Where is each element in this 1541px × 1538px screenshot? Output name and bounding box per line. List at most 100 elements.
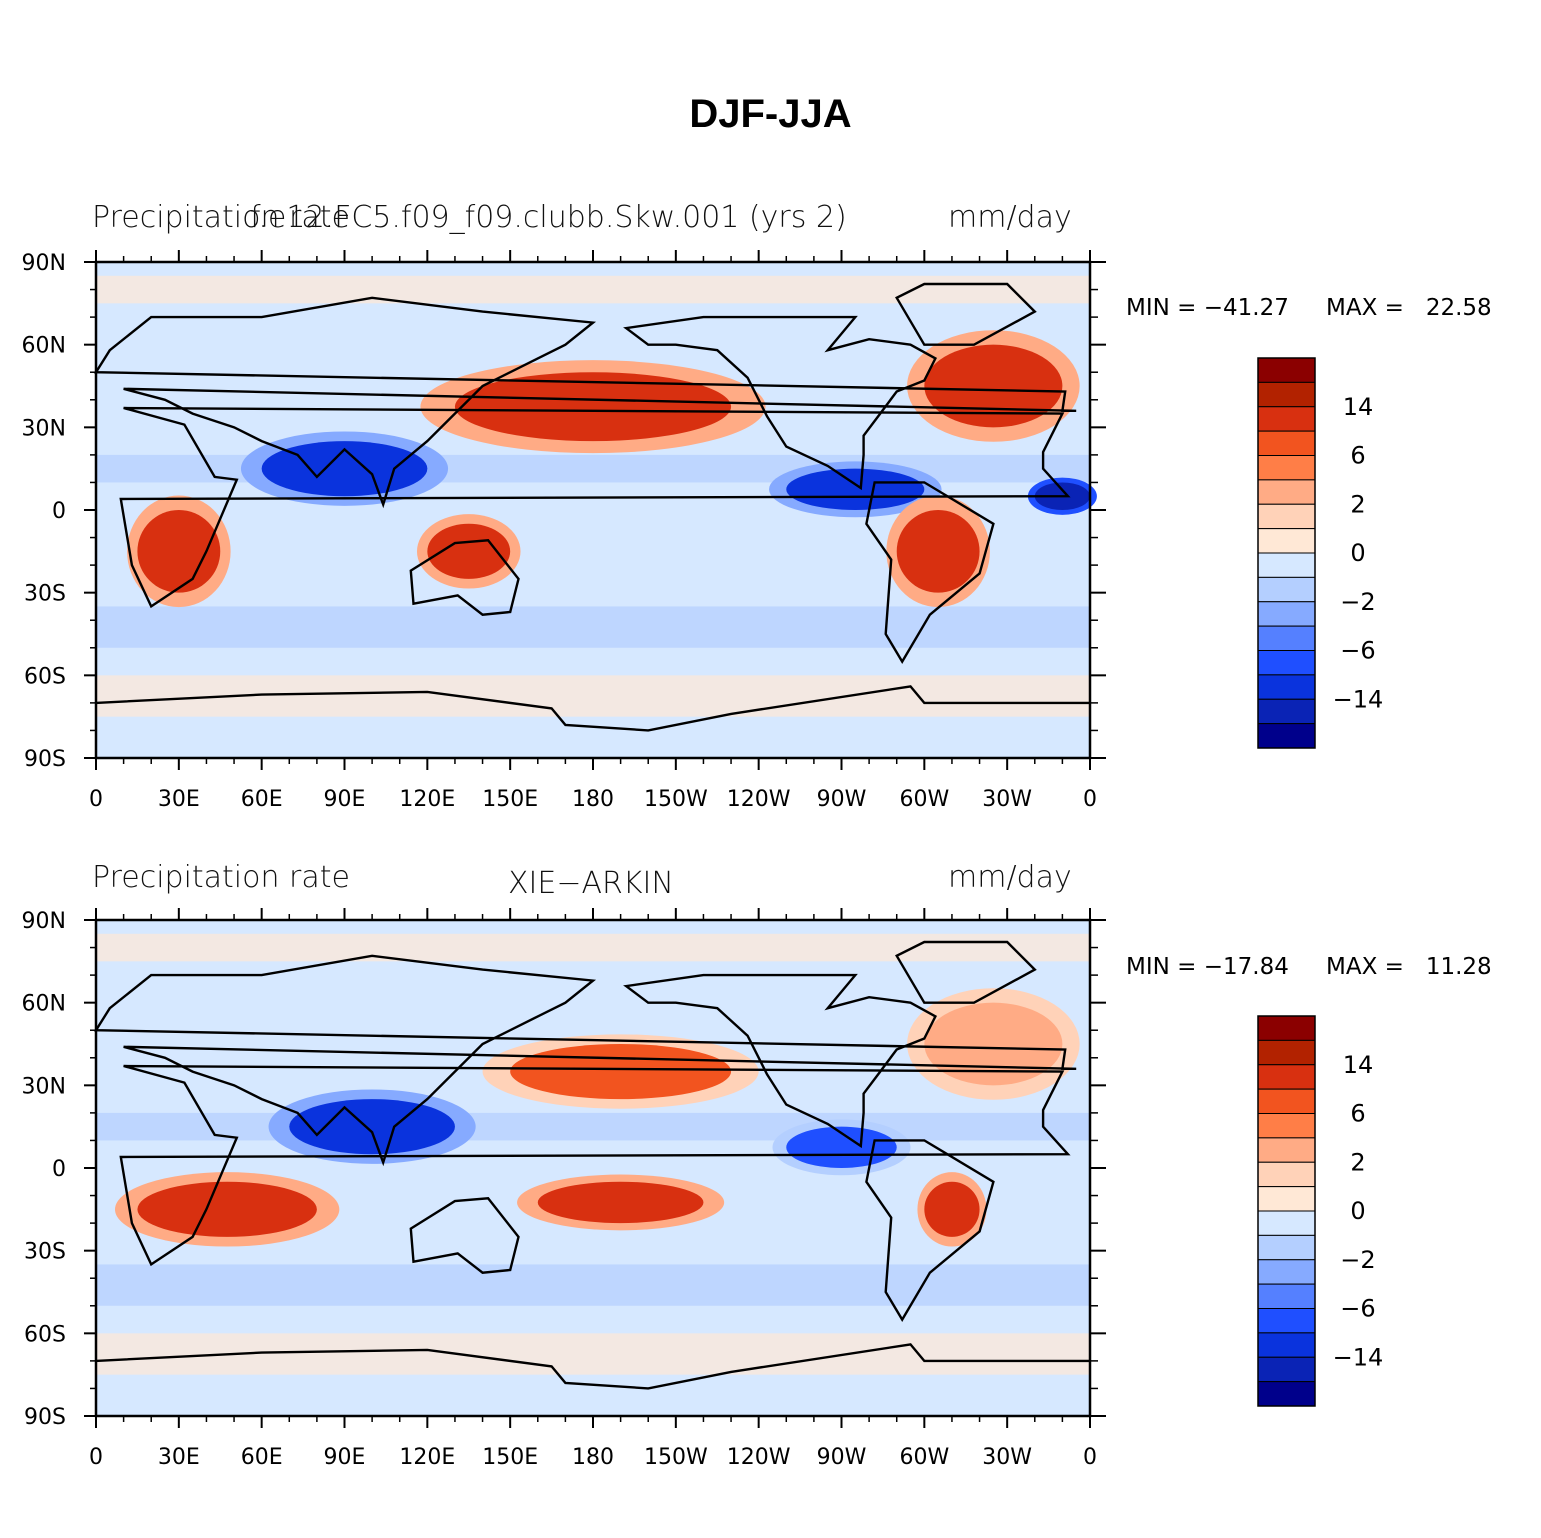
field-region [924, 1002, 1063, 1086]
obs-panel: Precipitation rate XIE−ARKIN mm/day 0 30E… [0, 850, 1541, 1500]
field-region [510, 1044, 732, 1100]
colorbar-segment [1257, 576, 1316, 603]
panel-2-units: mm/day [948, 860, 1072, 895]
colorbar-segment [1257, 674, 1316, 700]
colorbar-frame [1257, 1015, 1316, 1407]
x-tick-label: 180 [572, 787, 614, 812]
colorbar-segment [1257, 1210, 1316, 1236]
field-band [96, 1333, 1090, 1375]
colorbar-segment [1257, 1259, 1316, 1285]
coastline [895, 940, 1037, 1004]
coastline [865, 481, 995, 664]
colorbar-segment [1257, 357, 1316, 383]
x-tick-label: 90W [817, 787, 867, 812]
colorbar-label: 2 [1350, 490, 1365, 518]
panel-2-min-label: MIN = −17.84 [1126, 954, 1289, 980]
panel-2-max-label: MAX = 11.28 [1326, 954, 1492, 980]
x-tick-label: 60W [899, 787, 949, 812]
coastline [865, 1139, 995, 1322]
colorbar-segment [1257, 1283, 1316, 1309]
panel-2-left-title: Precipitation rate [92, 860, 350, 895]
y-tick-label: 30S [24, 582, 66, 607]
figure-title: DJF-JJA [689, 92, 852, 136]
coastline [119, 1064, 1071, 1267]
x-tick-label: 120E [399, 1445, 455, 1470]
field-region [924, 1181, 980, 1237]
coastline [409, 1197, 520, 1274]
colorbar-segment [1257, 1234, 1316, 1261]
x-tick-label: 150E [482, 1445, 538, 1470]
field-region [896, 510, 980, 593]
colorbar-segment [1257, 381, 1316, 408]
colorbar-label: 14 [1343, 393, 1374, 421]
colorbar-segment [1257, 455, 1316, 481]
colorbar-segment [1257, 698, 1316, 725]
field-band [96, 1264, 1090, 1306]
colorbar-label: −2 [1340, 1246, 1375, 1274]
x-tick-label: 120W [727, 787, 791, 812]
coastline [409, 539, 520, 616]
map-plot-2: 0 30E 60E 90E 120E 150E 180 150W 120W 90W 60W 30W 09… [22, 908, 1383, 1470]
y-tick-label: 60S [24, 664, 66, 689]
coastline [623, 973, 937, 1149]
x-tick-label: 0 [1083, 1445, 1097, 1470]
field-band [96, 675, 1090, 717]
y-tick-label: 60S [24, 1322, 66, 1347]
y-tick-label: 90N [22, 909, 66, 934]
colorbar-segment [1257, 1015, 1316, 1041]
x-tick-label: 150W [644, 787, 708, 812]
colorbar-segment [1257, 1186, 1316, 1212]
y-tick-label: 30N [22, 1074, 66, 1099]
y-tick-label: 90S [24, 747, 66, 772]
x-tick-label: 60E [241, 787, 283, 812]
field-region [454, 372, 732, 442]
field-band [96, 606, 1090, 648]
colorbar-label: 6 [1350, 1100, 1365, 1128]
colorbar-segment [1257, 1381, 1316, 1407]
colorbar-label: 0 [1350, 1197, 1365, 1225]
x-tick-label: 0 [89, 787, 103, 812]
y-tick-label: 30N [22, 416, 66, 441]
x-tick-label: 180 [572, 1445, 614, 1470]
field-region [537, 1181, 704, 1224]
map-plot-1: 0 30E 60E 90E 120E 150E 180 150W 120W 90W 60W 30W 09… [22, 250, 1383, 812]
field-region [786, 1126, 897, 1168]
x-tick-label: 90E [324, 1445, 366, 1470]
y-tick-label: 0 [52, 1157, 66, 1182]
x-tick-label: 90W [817, 1445, 867, 1470]
panel-2-center-title: XIE−ARKIN [508, 866, 674, 901]
colorbar-label: −6 [1340, 1295, 1375, 1323]
colorbar-segment [1257, 625, 1316, 651]
coastline [95, 1343, 1090, 1390]
colorbar-segment [1257, 723, 1316, 749]
colorbar-segment [1257, 1161, 1316, 1188]
colorbar-segment [1257, 601, 1316, 627]
x-tick-label: 150W [644, 1445, 708, 1470]
x-tick-label: 120W [727, 1445, 791, 1470]
coastline [895, 282, 1037, 346]
x-tick-label: 60W [899, 1445, 949, 1470]
colorbar-segment [1257, 1356, 1316, 1383]
colorbar-frame [1257, 357, 1316, 749]
colorbar-label: 2 [1350, 1148, 1365, 1176]
field-region [137, 1181, 317, 1237]
y-tick-label: 90N [22, 251, 66, 276]
colorbar-segment [1257, 479, 1316, 505]
coastline [119, 406, 1071, 609]
x-tick-label: 120E [399, 787, 455, 812]
colorbar-segment [1257, 1039, 1316, 1066]
field-region [427, 523, 511, 579]
colorbar-segment [1257, 430, 1316, 456]
coastline [93, 954, 1077, 1167]
colorbar-segment [1257, 552, 1316, 578]
x-tick-label: 30E [158, 787, 200, 812]
colorbar-label: −6 [1340, 637, 1375, 665]
colorbar-label: −2 [1340, 588, 1375, 616]
colorbar-segment [1257, 1332, 1316, 1358]
colorbar-label: 0 [1350, 539, 1365, 567]
x-tick-label: 150E [482, 787, 538, 812]
y-tick-label: 60N [22, 334, 66, 359]
panel-1-min-label: MIN = −41.27 [1126, 295, 1289, 321]
colorbar-segment [1257, 1088, 1316, 1114]
field-band [96, 933, 1090, 962]
